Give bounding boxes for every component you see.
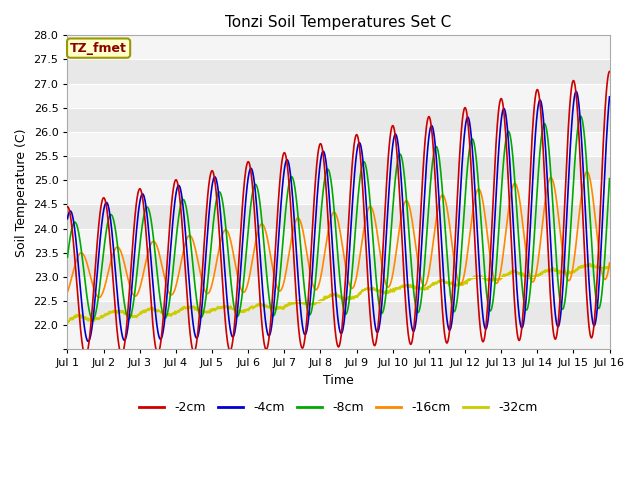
X-axis label: Time: Time [323,374,354,387]
Title: Tonzi Soil Temperatures Set C: Tonzi Soil Temperatures Set C [225,15,452,30]
Bar [67,228,609,252]
Bar [67,132,609,156]
Legend: -2cm, -4cm, -8cm, -16cm, -32cm: -2cm, -4cm, -8cm, -16cm, -32cm [134,396,543,420]
Bar [67,277,609,301]
Bar [67,180,609,204]
Text: TZ_fmet: TZ_fmet [70,42,127,55]
Bar [67,36,609,60]
Y-axis label: Soil Temperature (C): Soil Temperature (C) [15,128,28,257]
Bar [67,325,609,349]
Bar [67,84,609,108]
